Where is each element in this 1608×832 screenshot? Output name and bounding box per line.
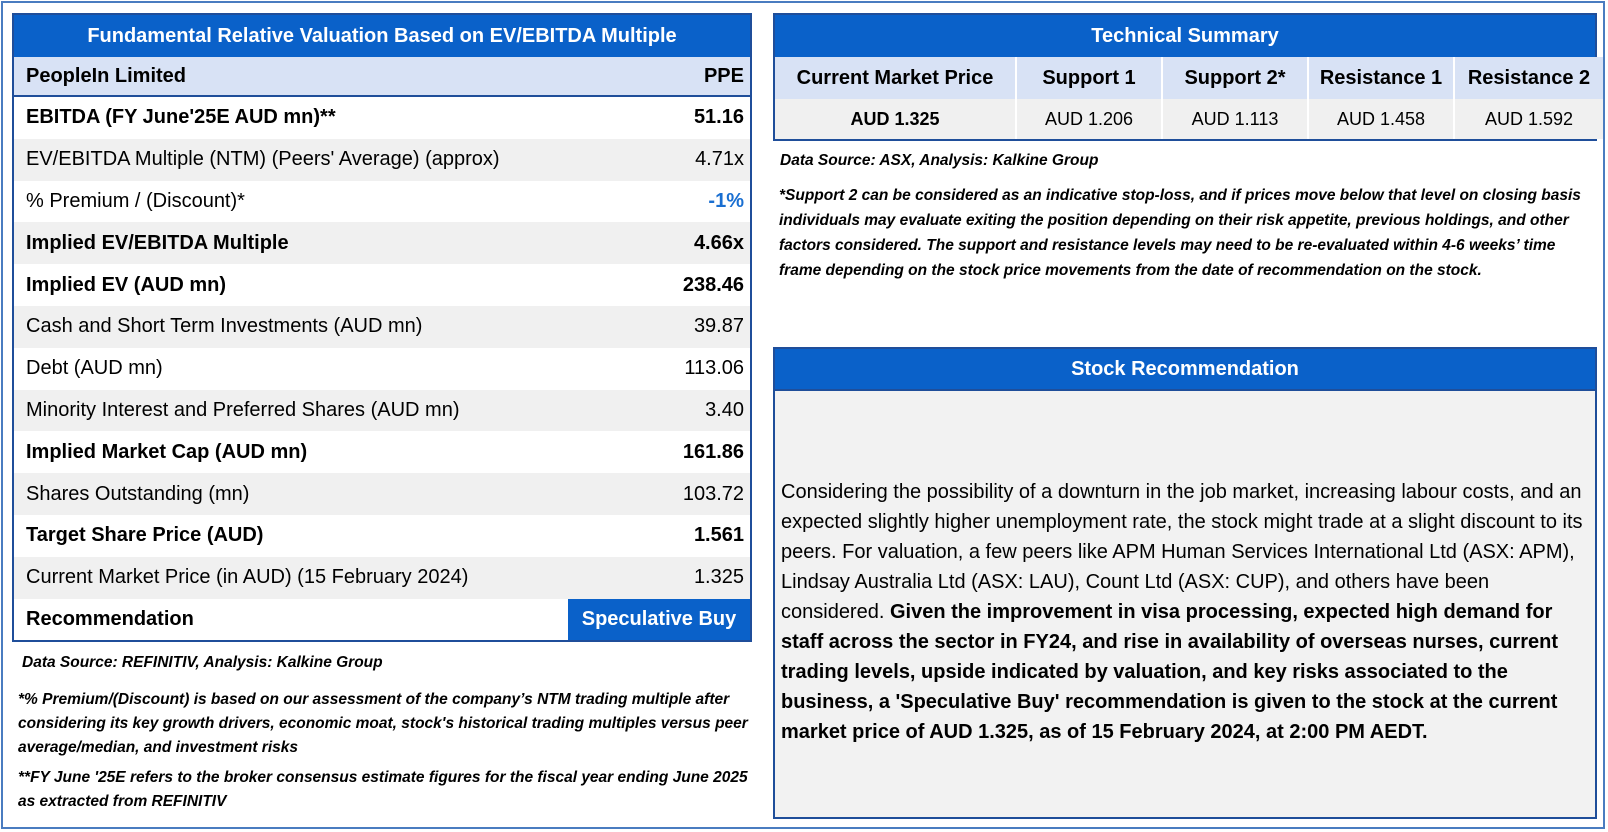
row-label: Minority Interest and Preferred Shares (…: [26, 398, 460, 421]
recommendation-row: Recommendation Speculative Buy: [14, 598, 750, 641]
tech-header: Resistance 1: [1309, 57, 1453, 99]
row-label: Target Share Price (AUD): [26, 524, 264, 547]
company-name: PeopleIn Limited: [26, 64, 187, 87]
tech-value: AUD 1.325: [775, 99, 1015, 139]
row-value: 39.87: [693, 315, 744, 338]
row-value: 161.86: [682, 440, 744, 463]
row-label: EBITDA (FY June'25E AUD mn)**: [26, 106, 336, 129]
valuation-row: Implied Market Cap (AUD mn) 161.86: [14, 431, 750, 473]
row-value: 1.325: [693, 566, 744, 589]
row-value: 4.71x: [695, 148, 744, 171]
row-value: -1%: [708, 189, 744, 212]
company-ticker: PPE: [703, 64, 744, 87]
row-value: 113.06: [684, 357, 744, 380]
valuation-row: Current Market Price (in AUD) (15 Februa…: [14, 556, 750, 599]
row-label: % Premium / (Discount)*: [26, 189, 245, 212]
stock-recommendation-panel: Stock Recommendation Considering the pos…: [773, 347, 1597, 819]
technical-source: Data Source: ASX, Analysis: Kalkine Grou…: [780, 152, 1099, 169]
valuation-table: Fundamental Relative Valuation Based on …: [12, 13, 752, 643]
recommendation-text-regular: Considering the possibility of a downtur…: [781, 481, 1583, 623]
tech-value: AUD 1.458: [1309, 99, 1453, 139]
recommendation-badge: Speculative Buy: [568, 598, 750, 641]
technical-grid: Current Market Price Support 1 Support 2…: [775, 57, 1603, 139]
row-value: 238.46: [682, 273, 744, 296]
valuation-source: Data Source: REFINITIV, Analysis: Kalkin…: [22, 654, 383, 671]
valuation-row: Implied EV (AUD mn) 238.46: [14, 264, 750, 306]
row-label: Current Market Price (in AUD) (15 Februa…: [26, 566, 469, 589]
recommendation-label: Recommendation: [26, 607, 194, 630]
row-label: Implied EV/EBITDA Multiple: [26, 231, 289, 254]
valuation-row: Debt (AUD mn) 113.06: [14, 348, 750, 390]
tech-header: Support 1: [1017, 57, 1161, 99]
premium-footnote: *% Premium/(Discount) is based on our as…: [18, 691, 748, 756]
tech-value: AUD 1.206: [1017, 99, 1161, 139]
technical-summary-table: Technical Summary Current Market Price S…: [773, 13, 1603, 141]
stock-recommendation-text: Considering the possibility of a downtur…: [781, 477, 1593, 747]
fy-footnote: **FY June '25E refers to the broker cons…: [18, 769, 748, 810]
tech-header: Support 2*: [1163, 57, 1307, 99]
valuation-row: Shares Outstanding (mn) 103.72: [14, 473, 750, 515]
tech-header: Current Market Price: [775, 57, 1015, 99]
valuation-rows: EBITDA (FY June'25E AUD mn)** 51.16 EV/EBI…: [14, 97, 750, 599]
row-value: 3.40: [705, 398, 744, 421]
company-row: PeopleIn Limited PPE: [14, 57, 750, 97]
row-value: 4.66x: [693, 231, 744, 254]
row-label: Implied Market Cap (AUD mn): [26, 440, 308, 463]
valuation-row: EBITDA (FY June'25E AUD mn)** 51.16: [14, 97, 750, 139]
row-label: Implied EV (AUD mn): [26, 273, 227, 296]
row-label: Cash and Short Term Investments (AUD mn): [26, 315, 423, 338]
tech-value: AUD 1.592: [1455, 99, 1603, 139]
valuation-title: Fundamental Relative Valuation Based on …: [14, 15, 750, 57]
stock-recommendation-title: Stock Recommendation: [775, 349, 1595, 391]
valuation-row: EV/EBITDA Multiple (NTM) (Peers' Average…: [14, 138, 750, 181]
row-label: EV/EBITDA Multiple (NTM) (Peers' Average…: [26, 148, 500, 171]
row-value: 51.16: [693, 106, 744, 129]
valuation-row: Target Share Price (AUD) 1.561: [14, 515, 750, 557]
valuation-row: Minority Interest and Preferred Shares (…: [14, 389, 750, 432]
valuation-row: Cash and Short Term Investments (AUD mn)…: [14, 305, 750, 348]
tech-header: Resistance 2: [1455, 57, 1603, 99]
support-footnote: *Support 2 can be considered as an indic…: [779, 187, 1581, 279]
technical-title: Technical Summary: [775, 15, 1595, 57]
row-value: 1.561: [693, 524, 744, 547]
valuation-row: % Premium / (Discount)* -1%: [14, 181, 750, 223]
recommendation-text-bold: Given the improvement in visa processing…: [781, 601, 1558, 743]
valuation-row: Implied EV/EBITDA Multiple 4.66x: [14, 222, 750, 265]
row-value: 103.72: [682, 482, 744, 505]
tech-value: AUD 1.113: [1163, 99, 1307, 139]
row-label: Shares Outstanding (mn): [26, 482, 250, 505]
row-label: Debt (AUD mn): [26, 357, 163, 380]
